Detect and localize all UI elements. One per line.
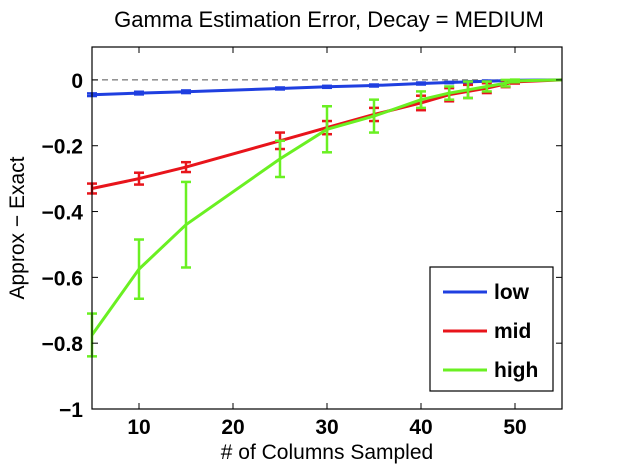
x-tick-label: 20: [221, 416, 244, 439]
legend-label-mid: mid: [494, 320, 531, 343]
series-mid: [87, 78, 563, 195]
y-tick-label: −0.2: [42, 136, 83, 159]
ticks-layer: 0 −0.2 −0.4 −0.6 −0.8 −1 10 20 30 40 50: [42, 47, 562, 439]
x-axis-label: # of Columns Sampled: [221, 441, 433, 464]
series-high: [87, 78, 563, 358]
x-tick-label: 10: [127, 416, 150, 439]
y-tick-label: −1: [59, 399, 83, 422]
legend-label-high: high: [494, 359, 538, 382]
y-axis-label: Approx − Exact: [6, 156, 29, 299]
y-tick-label: −0.6: [42, 267, 83, 290]
x-tick-label: 50: [503, 416, 526, 439]
y-tick-label: 0: [71, 70, 83, 93]
legend-label-low: low: [494, 281, 530, 304]
y-tick-label: −0.8: [42, 333, 84, 356]
x-tick-label: 30: [315, 416, 338, 439]
y-tick-label: −0.4: [42, 202, 84, 225]
x-tick-label: 40: [409, 416, 432, 439]
chart-title: Gamma Estimation Error, Decay = MEDIUM: [114, 7, 544, 32]
legend: low mid high: [429, 266, 554, 392]
